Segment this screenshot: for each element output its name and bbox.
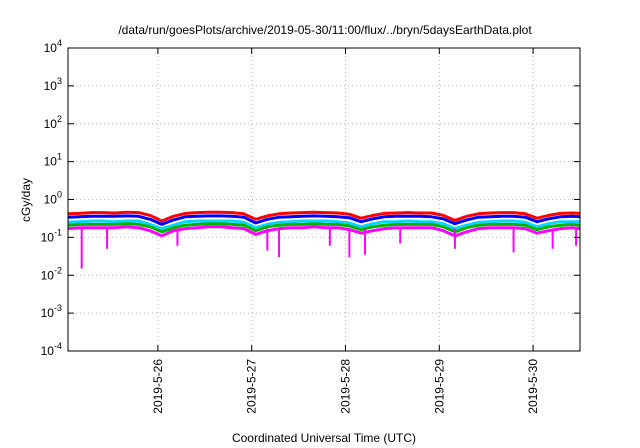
series-line xyxy=(67,210,581,223)
y-tick-label: 102 xyxy=(44,114,62,131)
y-tick-base: 10 xyxy=(44,79,58,93)
y-tick-label: 10-1 xyxy=(41,227,62,244)
x-tick-label: 2019-5-28 xyxy=(338,359,352,414)
y-tick-base: 10 xyxy=(44,155,58,169)
y-tick-base: 10 xyxy=(44,193,58,207)
y-axis-label: cGy/day xyxy=(19,178,33,222)
x-tick-label: 2019-5-26 xyxy=(151,359,165,414)
series-line xyxy=(67,219,580,231)
series-group xyxy=(67,210,581,269)
series-line xyxy=(67,214,581,226)
y-tick-base: 10 xyxy=(41,344,55,358)
y-tick-exponent: -1 xyxy=(54,227,62,237)
series-line xyxy=(67,225,581,238)
x-tick-label: 2019-5-29 xyxy=(432,359,446,414)
x-axis: 2019-5-26 2019-5-27 2019-5-28 2019-5-29 2019… xyxy=(151,48,540,414)
y-tick-label: 10-4 xyxy=(41,341,62,358)
x-axis-label: Coordinated Universal Time (UTC) xyxy=(232,431,416,445)
y-tick-label: 101 xyxy=(44,152,62,169)
grid xyxy=(68,48,580,351)
y-tick-exponent: -3 xyxy=(54,303,62,313)
chart-title: /data/run/goesPlots/archive/2019-05-30/1… xyxy=(118,23,532,37)
y-tick-label: 10-3 xyxy=(41,303,62,320)
y-tick-exponent: 3 xyxy=(57,76,62,86)
x-tick-label: 2019-5-30 xyxy=(526,359,540,414)
y-tick-exponent: -4 xyxy=(54,341,62,351)
y-tick-base: 10 xyxy=(41,230,55,244)
y-tick-base: 10 xyxy=(41,306,55,320)
y-tick-exponent: 1 xyxy=(57,152,62,162)
y-tick-label: 104 xyxy=(44,38,62,55)
y-tick-exponent: 0 xyxy=(57,190,62,200)
x-tick-label: 2019-5-27 xyxy=(245,359,259,414)
y-tick-label: 10-2 xyxy=(41,265,62,282)
y-tick-exponent: 4 xyxy=(57,38,62,48)
y-tick-label: 100 xyxy=(44,190,62,207)
series-line xyxy=(67,222,581,234)
y-tick-label: 103 xyxy=(44,76,62,93)
y-tick-exponent: 2 xyxy=(57,114,62,124)
y-tick-base: 10 xyxy=(44,117,58,131)
y-tick-exponent: -2 xyxy=(54,265,62,275)
y-tick-base: 10 xyxy=(41,268,55,282)
y-tick-base: 10 xyxy=(44,41,58,55)
